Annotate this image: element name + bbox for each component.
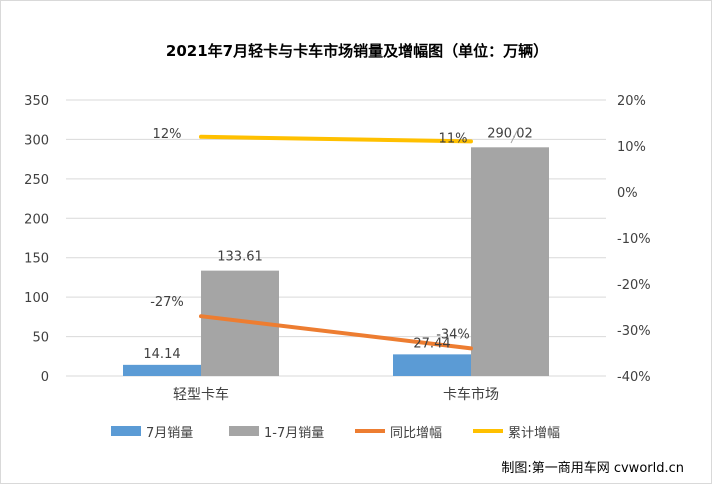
legend-swatch (229, 426, 259, 436)
line-data-label: -34% (436, 327, 470, 342)
bar-data-label: 133.61 (217, 250, 263, 265)
y-left-tick-label: 100 (24, 291, 49, 306)
chart-title: 2021年7月轻卡与卡车市场销量及增幅图（单位：万辆） (166, 42, 548, 60)
bar-cumulative (471, 147, 549, 376)
y-left-tick-label: 0 (41, 370, 49, 385)
y-right-tick-label: -20% (617, 278, 651, 293)
y-left-tick-label: 300 (24, 133, 49, 148)
legend-label: 1-7月销量 (264, 426, 324, 441)
y-right-tick-label: 0% (617, 186, 638, 201)
line-data-label: 11% (439, 131, 468, 146)
bar-data-label: 14.14 (143, 347, 180, 362)
legend-swatch (111, 426, 141, 436)
y-right-tick-label: -10% (617, 232, 651, 247)
legend-label: 同比增幅 (390, 426, 442, 441)
footer-credit: 制图:第一商用车网 cvworld.cn (501, 460, 684, 476)
legend-label: 累计增幅 (508, 426, 560, 441)
y-left-tick-label: 200 (24, 212, 49, 227)
y-left-tick-label: 350 (24, 94, 49, 109)
line-data-label: 12% (153, 127, 182, 142)
x-category-label: 轻型卡车 (173, 386, 229, 403)
bar-monthly (393, 354, 471, 376)
y-right-tick-label: -30% (617, 324, 651, 339)
y-left-tick-label: 150 (24, 252, 49, 267)
cumulative-growth-line (199, 134, 473, 144)
y-right-tick-label: 20% (617, 94, 646, 109)
y-left-tick-label: 250 (24, 173, 49, 188)
yoy-growth-line (199, 314, 473, 351)
line-data-label: -27% (150, 295, 184, 310)
y-right-tick-label: -40% (617, 370, 651, 385)
y-left-tick-label: 50 (32, 331, 49, 346)
bar-monthly (123, 364, 201, 376)
label-leader-line (510, 128, 519, 144)
legend-label: 7月销量 (146, 426, 193, 441)
y-right-tick-label: 10% (617, 140, 646, 155)
x-category-label: 卡车市场 (443, 386, 499, 403)
bar-data-label: 290.02 (487, 126, 533, 141)
bar-data-label: 27.44 (413, 336, 450, 351)
